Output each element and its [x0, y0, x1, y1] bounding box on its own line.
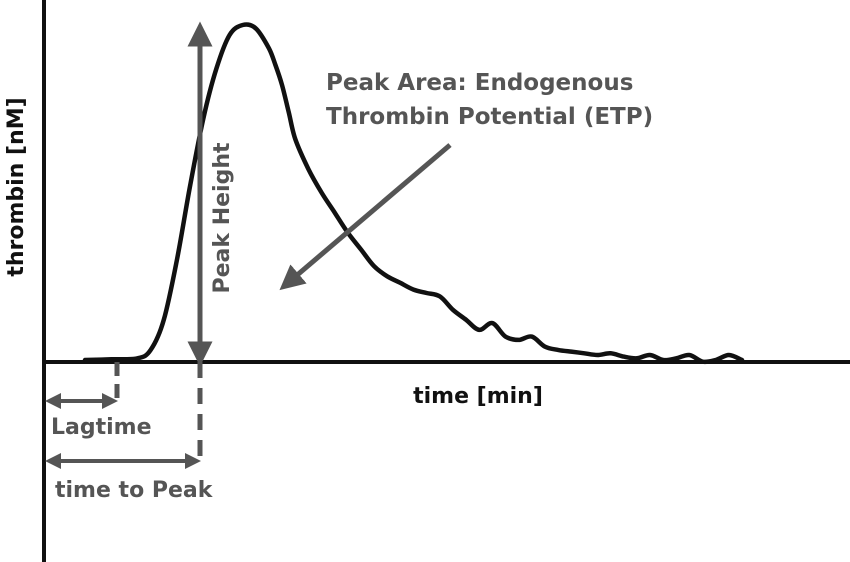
peak-height-label: Peak Height — [210, 142, 235, 293]
time-to-peak-label: time to Peak — [55, 478, 214, 503]
y-axis-label: thrombin [nM] — [4, 97, 29, 276]
etp-label-line1: Peak Area: Endogenous — [326, 70, 633, 96]
etp-label-line2: Thrombin Potential (ETP) — [326, 104, 653, 130]
x-axis-label: time [min] — [413, 384, 543, 409]
lagtime-label: Lagtime — [51, 415, 152, 440]
thrombin-curve — [82, 22, 745, 365]
etp-arrow — [279, 143, 452, 291]
